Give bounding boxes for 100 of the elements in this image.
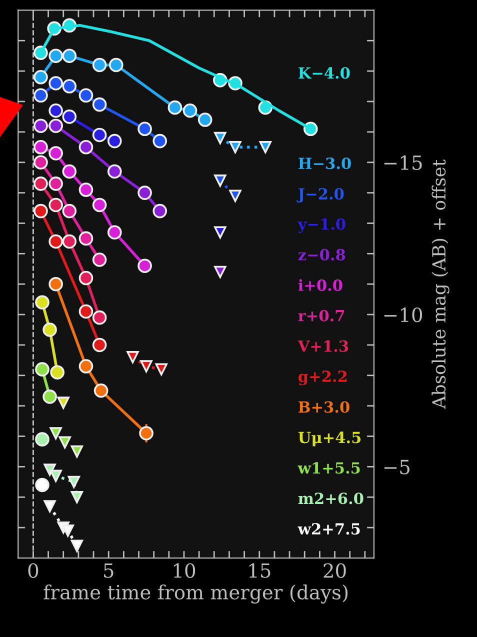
point	[34, 140, 48, 154]
point	[70, 445, 84, 458]
point	[42, 322, 57, 337]
point	[48, 76, 63, 90]
point	[35, 432, 50, 446]
text: z−0.8	[298, 248, 346, 260]
text: V+1.3	[298, 340, 348, 352]
text: g+2.2	[298, 370, 347, 386]
point	[107, 225, 122, 240]
text: r+0.7	[298, 310, 344, 322]
x-tick-label: 5	[104, 563, 114, 578]
point	[138, 258, 152, 273]
point	[182, 103, 198, 118]
text: H−3.0	[298, 158, 351, 170]
point	[35, 362, 50, 376]
point	[92, 58, 107, 72]
point	[42, 390, 57, 404]
point	[92, 338, 107, 352]
point	[78, 88, 94, 103]
point	[48, 103, 63, 118]
point	[57, 396, 70, 409]
point	[92, 198, 107, 212]
point	[78, 231, 94, 246]
point	[259, 141, 272, 154]
point	[62, 79, 77, 94]
text: B+3.0	[298, 401, 350, 413]
point	[107, 164, 122, 179]
point	[214, 226, 226, 238]
point	[92, 310, 107, 325]
text: Uμ+4.5	[298, 432, 361, 446]
text: J−2.0	[296, 188, 344, 203]
point	[126, 351, 139, 364]
point	[50, 470, 62, 482]
point	[48, 198, 63, 212]
y2-axis-title: Absolute mag (AB) + offset	[432, 160, 450, 409]
point	[62, 164, 77, 179]
point	[50, 365, 64, 380]
text: y−1.0	[298, 218, 346, 233]
point	[138, 186, 152, 200]
point	[50, 427, 62, 440]
point	[34, 88, 48, 103]
point	[155, 363, 168, 376]
point	[34, 155, 48, 170]
point	[62, 48, 77, 63]
text: K−4.0	[298, 67, 350, 79]
point	[34, 204, 48, 218]
point	[168, 100, 182, 115]
point	[214, 174, 226, 187]
point	[152, 134, 168, 148]
y-tick-label: −15	[384, 155, 422, 170]
x-tick-label: 20	[324, 563, 346, 578]
point	[138, 122, 152, 136]
x-tick-label: 10	[174, 563, 196, 578]
point	[35, 295, 50, 310]
point	[62, 204, 77, 218]
text: w1+5.5	[298, 462, 360, 474]
point	[78, 270, 94, 286]
text: m2+6.0	[298, 492, 364, 504]
point	[107, 134, 122, 148]
point	[78, 182, 94, 197]
y-tick-label: −5	[384, 460, 410, 474]
point	[48, 146, 63, 160]
point	[78, 304, 94, 319]
point	[70, 540, 84, 552]
point	[62, 524, 74, 537]
point	[48, 176, 63, 191]
point	[92, 128, 107, 142]
point	[48, 118, 63, 133]
point	[68, 476, 80, 488]
point	[48, 48, 63, 63]
point	[48, 234, 63, 249]
point	[92, 97, 107, 112]
point	[62, 110, 77, 124]
point	[35, 478, 50, 492]
y-tick-label: −10	[384, 307, 422, 322]
point	[139, 426, 154, 440]
point	[48, 276, 63, 292]
point	[78, 140, 94, 154]
point	[34, 70, 48, 84]
point	[92, 252, 107, 267]
x-axis-title: frame time from merger (days)	[44, 584, 348, 604]
point	[34, 118, 48, 133]
point	[152, 204, 168, 218]
point	[58, 436, 71, 448]
point	[214, 132, 226, 144]
point	[78, 359, 94, 374]
point	[214, 266, 226, 278]
x-tick-label: 15	[249, 563, 270, 578]
x-tick-label: 0	[28, 563, 38, 578]
point	[198, 112, 212, 127]
text: i+0.0	[298, 279, 342, 291]
point	[62, 234, 77, 249]
text: w2+7.5	[298, 523, 360, 535]
point	[229, 141, 242, 154]
point	[108, 58, 124, 72]
point	[140, 360, 152, 372]
point	[229, 190, 242, 202]
point	[70, 491, 84, 504]
point	[44, 500, 56, 512]
point	[34, 176, 48, 191]
